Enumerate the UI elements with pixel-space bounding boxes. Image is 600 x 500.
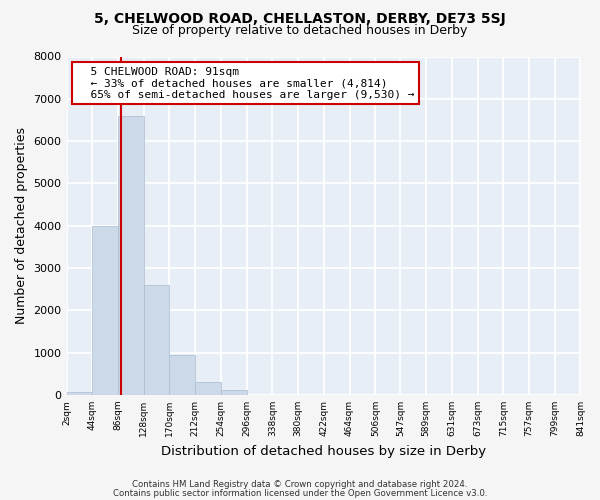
Bar [118,116,144,395]
Text: Contains HM Land Registry data © Crown copyright and database right 2024.: Contains HM Land Registry data © Crown c… [132,480,468,489]
Y-axis label: Number of detached properties: Number of detached properties [15,127,28,324]
Bar [169,354,195,395]
Bar [92,226,118,395]
Bar [67,392,92,395]
Text: Size of property relative to detached houses in Derby: Size of property relative to detached ho… [133,24,467,37]
Text: 5, CHELWOOD ROAD, CHELLASTON, DERBY, DE73 5SJ: 5, CHELWOOD ROAD, CHELLASTON, DERBY, DE7… [94,12,506,26]
Text: Contains public sector information licensed under the Open Government Licence v3: Contains public sector information licen… [113,488,487,498]
Bar [195,382,221,395]
Bar [144,285,169,395]
Bar [221,390,247,395]
X-axis label: Distribution of detached houses by size in Derby: Distribution of detached houses by size … [161,444,486,458]
Text: 5 CHELWOOD ROAD: 91sqm
  ← 33% of detached houses are smaller (4,814)
  65% of s: 5 CHELWOOD ROAD: 91sqm ← 33% of detached… [77,66,415,100]
